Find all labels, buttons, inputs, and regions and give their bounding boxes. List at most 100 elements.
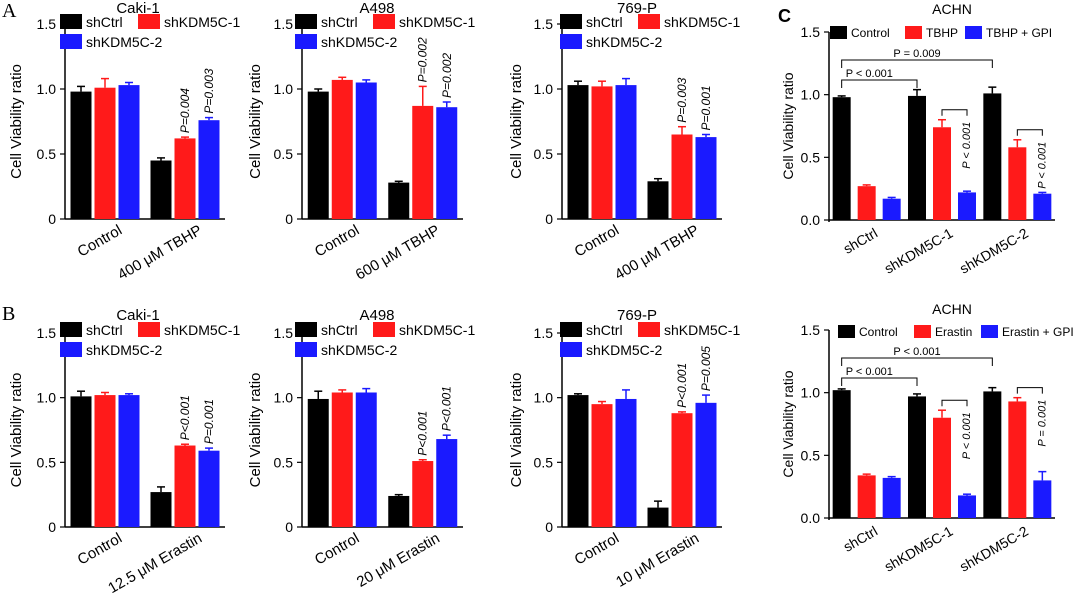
legend-swatch [560, 342, 582, 357]
y-tick-label: 1.0 [534, 390, 554, 406]
bar-shkdm5c-1 [412, 461, 434, 527]
x-tick-label: 400 μM TBHP [612, 222, 702, 284]
legend-label: shKDM5C-2 [86, 34, 162, 50]
legend-label: TBHP [926, 26, 958, 40]
p-value-label: P=0.004 [178, 88, 192, 133]
legend-label: shCtrl [86, 322, 123, 338]
comparison-label: P < 0.001 [961, 122, 973, 169]
comparison-label: P < 0.001 [893, 346, 940, 358]
comparison-label: P < 0.001 [961, 412, 973, 459]
x-tick-label: shKDM5C-1 [881, 225, 955, 277]
x-tick-label: shKDM5C-2 [957, 523, 1031, 575]
y-tick-label: 1.5 [534, 16, 554, 32]
y-tick-label: 0.5 [534, 454, 554, 470]
legend-label: shKDM5C-2 [321, 342, 397, 358]
p-value-label: P<0.001 [178, 395, 192, 440]
y-tick-label: 1.0 [37, 81, 57, 97]
legend-label: Erastin + GPI [1002, 325, 1074, 339]
comparison-bracket [841, 357, 993, 366]
y-tick-label: 0 [285, 519, 293, 535]
legend-label: Control [851, 26, 890, 40]
bar-erastin [857, 475, 876, 518]
chart-5: A498 0 0.5 1.0 1.5 Cell Viability ratio Contro… [247, 307, 475, 591]
panel-label-b: B [2, 303, 16, 325]
bar-shkdm5c-2 [436, 107, 458, 219]
bar-shkdm5c-1 [331, 392, 353, 527]
y-tick-label: 0.0 [801, 510, 821, 526]
comparison-bracket [941, 399, 968, 407]
bar-shkdm5c-2 [118, 85, 140, 219]
chart-1: Caki-1 0 0.5 1.0 1.5 Cell Viability ratio Cont… [8, 0, 240, 284]
legend-label: shCtrl [586, 322, 623, 338]
bar-shctrl [388, 495, 410, 527]
legend-swatch [60, 342, 82, 357]
y-tick-label: 1.5 [37, 16, 57, 32]
legend-label: shKDM5C-1 [664, 14, 740, 30]
bar-shctrl [388, 182, 410, 219]
legend-label: Erastin [935, 325, 972, 339]
panel-label-c: C [778, 6, 791, 26]
y-tick-label: 0.5 [274, 146, 294, 162]
legend-swatch [295, 342, 317, 357]
bar-shkdm5c-1 [591, 86, 613, 220]
bar-tbhp-gpi [1033, 193, 1052, 220]
x-tick-label: shKDM5C-1 [881, 523, 955, 575]
bar-shkdm5c-1 [174, 445, 196, 527]
legend-swatch [638, 322, 660, 337]
legend-swatch [838, 325, 855, 338]
bar-control [908, 396, 926, 518]
y-tick-label: 1.5 [801, 24, 821, 40]
bar-erastin-gpi [1033, 480, 1052, 518]
bar-tbhp [933, 127, 951, 220]
legend-swatch [138, 14, 160, 29]
y-tick-label: 0.5 [274, 454, 294, 470]
x-tick-label: Control [572, 530, 622, 569]
p-value-label: P=0.005 [699, 346, 713, 391]
comparison-bracket [841, 377, 918, 386]
y-axis-label: Cell Viability ratio [508, 373, 525, 488]
chart-title: A498 [359, 307, 394, 324]
y-tick-label: 0.5 [801, 149, 821, 165]
comparison-label: P < 0.001 [846, 366, 893, 378]
legend-label: shKDM5C-2 [586, 342, 662, 358]
y-axis-label: Cell Viability ratio [247, 64, 264, 179]
legend-swatch [295, 322, 317, 337]
y-tick-label: 0 [48, 211, 56, 227]
bar-shkdm5c-2 [198, 450, 220, 527]
chart-title: Caki-1 [116, 0, 159, 17]
p-value-label: P<0.001 [416, 411, 430, 456]
bar-tbhp-gpi [958, 192, 976, 220]
bar-shkdm5c-1 [331, 79, 353, 220]
x-tick-label: shCtrl [841, 523, 881, 555]
x-tick-label: Control [572, 222, 622, 261]
y-axis-label: Cell Viability ratio [780, 72, 796, 179]
x-tick-label: 400 μM TBHP [115, 222, 205, 284]
legend-swatch [373, 322, 395, 337]
legend-swatch [138, 322, 160, 337]
chart-title: Caki-1 [116, 307, 159, 324]
chart-title: ACHN [932, 301, 972, 317]
chart-title: A498 [359, 0, 394, 17]
legend-label: shKDM5C-2 [586, 34, 662, 50]
bar-tbhp-gpi [882, 198, 901, 220]
bar-shkdm5c-1 [94, 395, 116, 527]
bar-erastin [1008, 401, 1027, 518]
legend-label: shKDM5C-2 [86, 342, 162, 358]
comparison-label: P < 0.001 [846, 68, 893, 80]
y-axis-label: Cell Viability ratio [8, 64, 25, 179]
bar-shkdm5c-2 [198, 120, 220, 219]
comparison-label: P = 0.001 [1036, 400, 1048, 447]
legend-label: shCtrl [321, 322, 358, 338]
bar-shkdm5c-2 [118, 395, 140, 527]
legend-swatch [60, 14, 82, 29]
chart-4: Caki-1 0 0.5 1.0 1.5 Cell Viability ratio Cont… [8, 307, 240, 597]
y-tick-label: 1.5 [274, 16, 294, 32]
y-tick-label: 1.0 [37, 390, 57, 406]
bar-shkdm5c-2 [695, 402, 717, 527]
p-value-label: P<0.001 [675, 363, 689, 408]
legend-swatch [965, 26, 982, 39]
bar-shctrl [150, 160, 172, 219]
bar-shkdm5c-2 [355, 392, 377, 527]
bar-control [908, 95, 926, 220]
